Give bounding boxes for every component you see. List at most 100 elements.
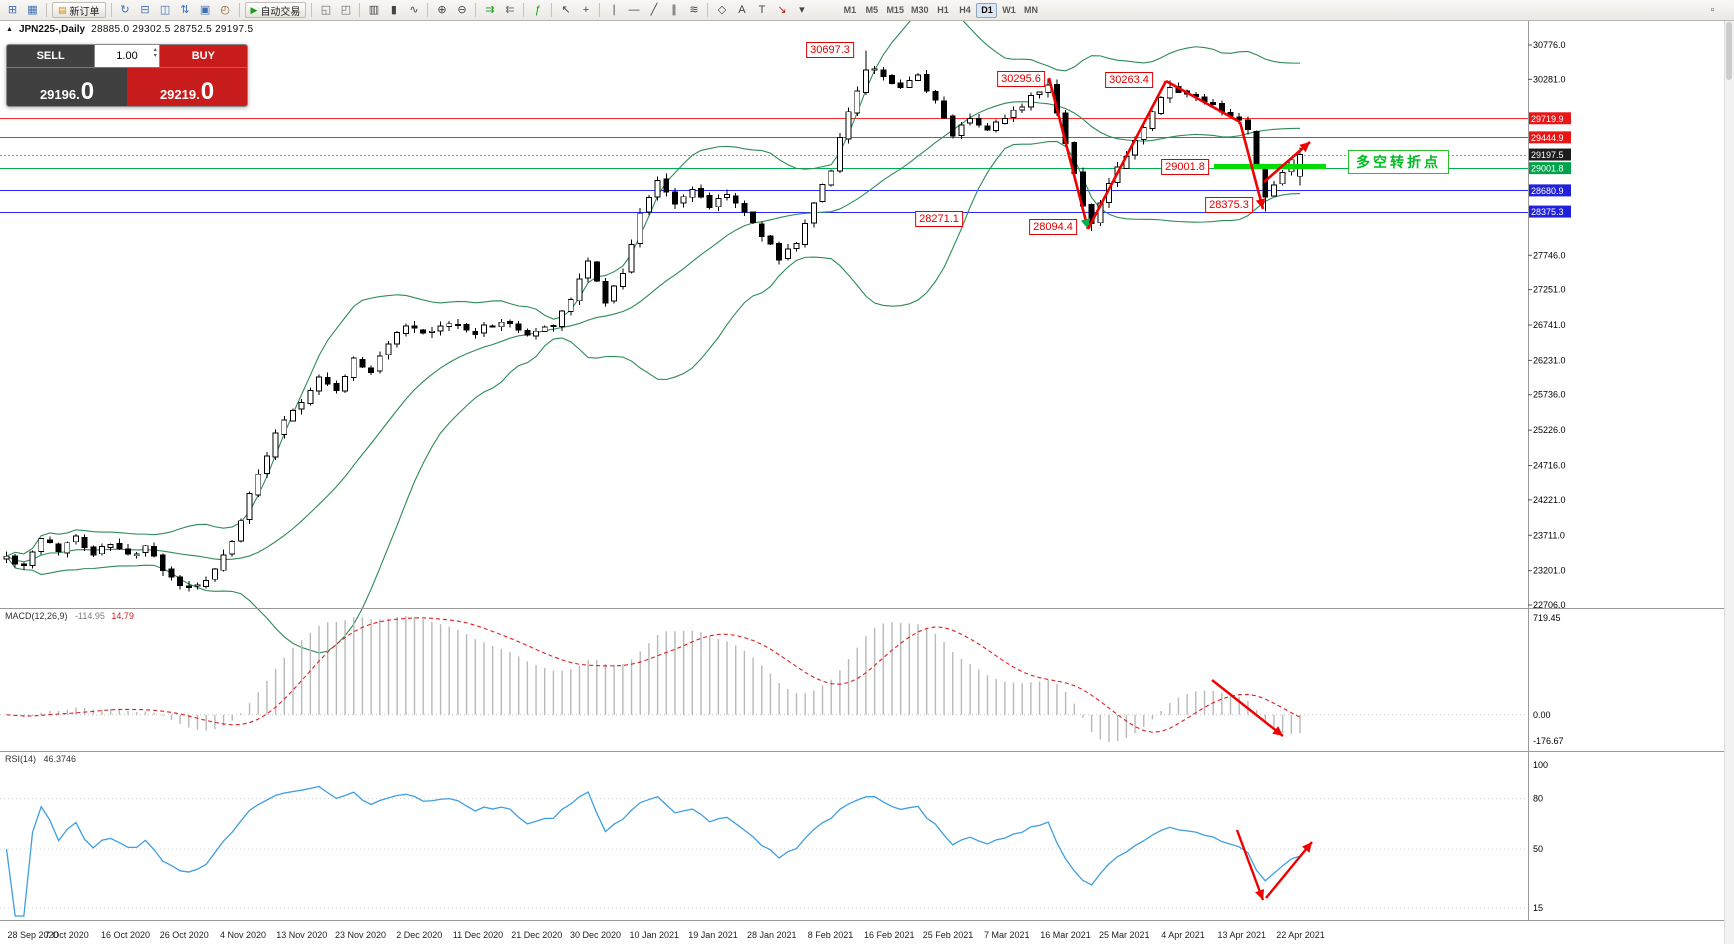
- zoom-out-button[interactable]: ⊖: [452, 2, 471, 19]
- timeframe-h1-button[interactable]: H1: [932, 3, 953, 18]
- docking-button[interactable]: ▫: [1703, 2, 1722, 19]
- vertical-scrollbar[interactable]: [1724, 20, 1734, 944]
- spin-down-icon[interactable]: ▾: [153, 53, 157, 59]
- buy-button[interactable]: BUY: [159, 45, 247, 67]
- buy-price-main: 29219.: [159, 87, 200, 102]
- shapes-button[interactable]: ◇: [712, 2, 731, 19]
- zoom-in-icon: ⊕: [437, 3, 447, 16]
- svg-text:27251.0: 27251.0: [1533, 285, 1566, 295]
- timeframe-m15-button[interactable]: M15: [883, 3, 907, 18]
- navigator-button[interactable]: ⇅: [176, 2, 195, 19]
- line-chart-mode-icon: ∿: [409, 3, 419, 16]
- auto-scroll-button[interactable]: ⇉: [480, 2, 499, 19]
- price-annotation-box: 29001.8: [1161, 159, 1209, 175]
- chart-profiles-button[interactable]: ▦: [23, 2, 42, 19]
- bar-chart-mode-button[interactable]: ▥: [364, 2, 383, 19]
- svg-text:25 Feb 2021: 25 Feb 2021: [923, 930, 974, 940]
- horizontal-line-button[interactable]: ―: [624, 2, 643, 19]
- timeframe-m1-button[interactable]: M1: [839, 3, 860, 18]
- line-chart-mode-button[interactable]: ∿: [404, 2, 423, 19]
- toolbar-separator: [311, 3, 313, 17]
- svg-text:4 Nov 2020: 4 Nov 2020: [220, 930, 266, 940]
- trendline-button[interactable]: ╱: [644, 2, 663, 19]
- candlestick-mode-button[interactable]: ▮: [384, 2, 403, 19]
- equidistant-channel-icon: ∥: [671, 3, 677, 16]
- toolbar: ⊞ ▦ ▤ 新订单 ↻ ⊟ ◫ ⇅ ▣ ◴ ▶ 自动交易 ◱ ◰ ▥ ▮ ∿ ⊕ ⊖ ⇉ ⇇ ƒ ↖ + ∣ ― ╱ ∥ ≋ ◇ A T ↘ ▾ M…: [0, 0, 1734, 21]
- cursor-button[interactable]: ↖: [556, 2, 575, 19]
- arrows-dropdown-button[interactable]: ▾: [792, 2, 811, 19]
- svg-text:7 Oct 2020: 7 Oct 2020: [45, 930, 89, 940]
- text-label-button[interactable]: T: [752, 2, 771, 19]
- data-window-button[interactable]: ◫: [156, 2, 175, 19]
- macd-indicator: 719.45 0.00 -176.67: [0, 613, 1564, 746]
- timeframe-mn-button[interactable]: MN: [1020, 3, 1041, 18]
- svg-text:10 Jan 2021: 10 Jan 2021: [629, 930, 679, 940]
- price-axis[interactable]: 30776.0 30281.0 27746.0 27251.0 26741.0 26231…: [1528, 40, 1571, 610]
- text-label-icon: T: [758, 3, 766, 16]
- buy-price[interactable]: 29219. 0: [127, 68, 247, 106]
- terminal-button[interactable]: ▣: [196, 2, 215, 19]
- trend-annotation-arrows: [1047, 77, 1313, 901]
- arrows-tool-button[interactable]: ↘: [772, 2, 791, 19]
- timeframe-m30-button[interactable]: M30: [908, 3, 932, 18]
- volume-spinner[interactable]: ▴ ▾: [154, 47, 157, 59]
- strategy-tester-button[interactable]: ◴: [216, 2, 235, 19]
- svg-text:29719.9: 29719.9: [1531, 114, 1564, 124]
- bounce-arrow: [1263, 141, 1311, 183]
- rsi-down-arrow: [1235, 829, 1265, 901]
- terminal-icon: ▣: [199, 3, 211, 16]
- crosshair-icon: +: [582, 3, 590, 16]
- docking-icon: ▫: [1710, 3, 1715, 16]
- spin-up-icon[interactable]: ▴: [153, 47, 157, 53]
- toolbar-separator: [427, 3, 429, 17]
- auto-trading-label: 自动交易: [260, 6, 301, 18]
- timeframe-d1-button[interactable]: D1: [976, 2, 998, 18]
- svg-text:23711.0: 23711.0: [1533, 530, 1565, 540]
- timeframe-m5-button[interactable]: M5: [861, 3, 882, 18]
- svg-text:0.00: 0.00: [1533, 710, 1551, 720]
- new-order-button[interactable]: ▤ 新订单: [52, 2, 106, 18]
- tile-windows-button[interactable]: ◰: [336, 2, 355, 19]
- rally-arrow-1: [1086, 80, 1168, 230]
- market-watch-button[interactable]: ⊟: [136, 2, 155, 19]
- symbol-name: JPN225-,Daily: [18, 24, 86, 35]
- svg-text:13 Nov 2020: 13 Nov 2020: [276, 930, 327, 940]
- buy-price-big-digit: 0: [200, 78, 215, 105]
- svg-text:29444.9: 29444.9: [1531, 133, 1564, 143]
- toolbar-separator: [475, 3, 477, 17]
- sell-button[interactable]: SELL: [7, 45, 95, 67]
- svg-text:28 Jan 2021: 28 Jan 2021: [747, 930, 797, 940]
- auto-trading-button[interactable]: ▶ 自动交易: [244, 2, 307, 18]
- timeframe-h4-button[interactable]: H4: [954, 3, 975, 18]
- chart-ohlc-info: ▲ JPN225-,Daily 28885.0 29302.5 28752.5 …: [6, 24, 253, 35]
- svg-text:15: 15: [1533, 903, 1543, 913]
- timeframe-w1-button[interactable]: W1: [998, 3, 1019, 18]
- chart-shift-button[interactable]: ⇇: [500, 2, 519, 19]
- new-chart-button[interactable]: ⊞: [3, 2, 22, 19]
- refresh-button[interactable]: ↻: [116, 2, 135, 19]
- selloff-arrow-2: [1238, 121, 1265, 210]
- equidistant-channel-button[interactable]: ∥: [664, 2, 683, 19]
- svg-text:23 Nov 2020: 23 Nov 2020: [335, 930, 386, 940]
- collapse-triangle-icon[interactable]: ▲: [6, 25, 13, 33]
- vertical-line-button[interactable]: ∣: [604, 2, 623, 19]
- text-button[interactable]: A: [732, 2, 751, 19]
- trendline-icon: ╱: [650, 3, 658, 16]
- svg-text:24716.0: 24716.0: [1533, 461, 1566, 471]
- macd-signal-value: 14.79: [111, 611, 134, 621]
- indicators-button[interactable]: ƒ: [528, 2, 547, 19]
- sell-price[interactable]: 29196. 0: [7, 68, 127, 106]
- svg-text:25736.0: 25736.0: [1533, 390, 1566, 400]
- toolbar-separator: [599, 3, 601, 17]
- fibonacci-button[interactable]: ≋: [684, 2, 703, 19]
- cascade-windows-button[interactable]: ◱: [316, 2, 335, 19]
- zoom-in-button[interactable]: ⊕: [432, 2, 451, 19]
- crosshair-button[interactable]: +: [576, 2, 595, 19]
- turning-point-annotation: 多空转折点: [1348, 150, 1449, 174]
- indicators-icon: ƒ: [534, 3, 541, 16]
- vertical-line-icon: ∣: [611, 3, 617, 16]
- scrollbar-thumb[interactable]: [1726, 22, 1732, 80]
- volume-input[interactable]: 1.00 ▴ ▾: [94, 45, 160, 67]
